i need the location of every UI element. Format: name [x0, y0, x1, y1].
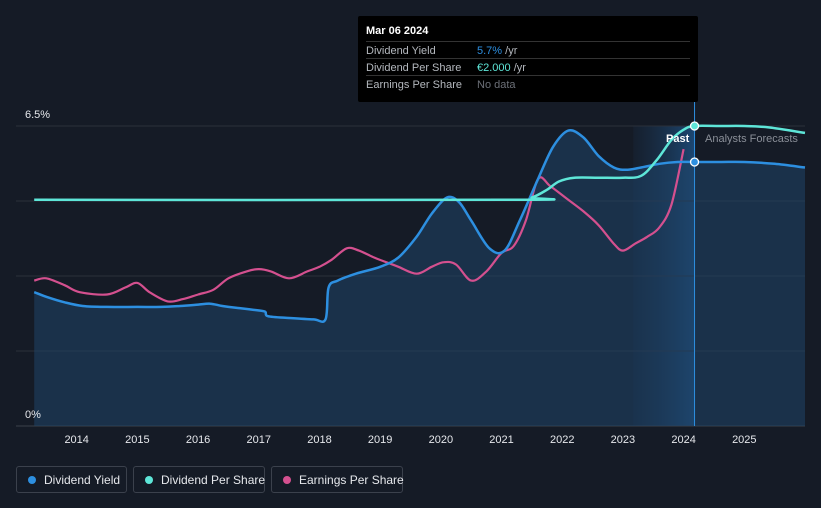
x-tick-label: 2021	[489, 434, 513, 446]
tooltip-date: Mar 06 2024	[366, 25, 428, 37]
x-tick-label: 2014	[64, 434, 88, 446]
marker-dividend-yield[interactable]	[691, 158, 699, 166]
marker-dividend-per-share[interactable]	[691, 122, 699, 130]
tooltip-value: 5.7% /yr	[477, 45, 517, 57]
tooltip-value: No data	[477, 79, 516, 91]
x-tick-label: 2019	[368, 434, 392, 446]
tooltip-label: Dividend Yield	[366, 45, 436, 57]
tooltip-label: Dividend Per Share	[366, 62, 461, 74]
legend-dividend-per-share[interactable]: Dividend Per Share	[133, 466, 265, 493]
legend-dot	[28, 476, 36, 484]
x-tick-label: 2025	[732, 434, 756, 446]
x-tick-label: 2015	[125, 434, 149, 446]
x-tick-label: 2024	[671, 434, 695, 446]
x-tick-label: 2016	[186, 434, 210, 446]
tooltip-label: Earnings Per Share	[366, 79, 462, 91]
x-tick-label: 2018	[307, 434, 331, 446]
legend-dot	[283, 476, 291, 484]
past-label: Past	[666, 133, 690, 145]
y-tick-label-top: 6.5%	[25, 109, 50, 121]
dividend-yield-area	[34, 130, 805, 426]
tooltip-row-dividend-per-share: Dividend Per Share €2.000 /yr	[366, 58, 690, 76]
tooltip-row-earnings-per-share: Earnings Per Share No data	[366, 75, 690, 93]
legend-dividend-yield[interactable]: Dividend Yield	[16, 466, 127, 493]
x-tick-label: 2022	[550, 434, 574, 446]
legend-label: Earnings Per Share	[299, 473, 404, 487]
y-tick-label-bottom: 0%	[25, 409, 41, 421]
legend-label: Dividend Yield	[44, 473, 120, 487]
legend-label: Dividend Per Share	[161, 473, 265, 487]
x-tick-label: 2017	[247, 434, 271, 446]
x-tick-label: 2023	[611, 434, 635, 446]
legend-dot	[145, 476, 153, 484]
x-tick-label: 2020	[429, 434, 453, 446]
tooltip-value: €2.000 /yr	[477, 62, 526, 74]
legend-earnings-per-share[interactable]: Earnings Per Share	[271, 466, 403, 493]
tooltip-row-dividend-yield: Dividend Yield 5.7% /yr	[366, 41, 690, 59]
forecast-label: Analysts Forecasts	[705, 133, 798, 145]
tooltip: Mar 06 2024 Dividend Yield 5.7% /yr Divi…	[358, 16, 698, 102]
